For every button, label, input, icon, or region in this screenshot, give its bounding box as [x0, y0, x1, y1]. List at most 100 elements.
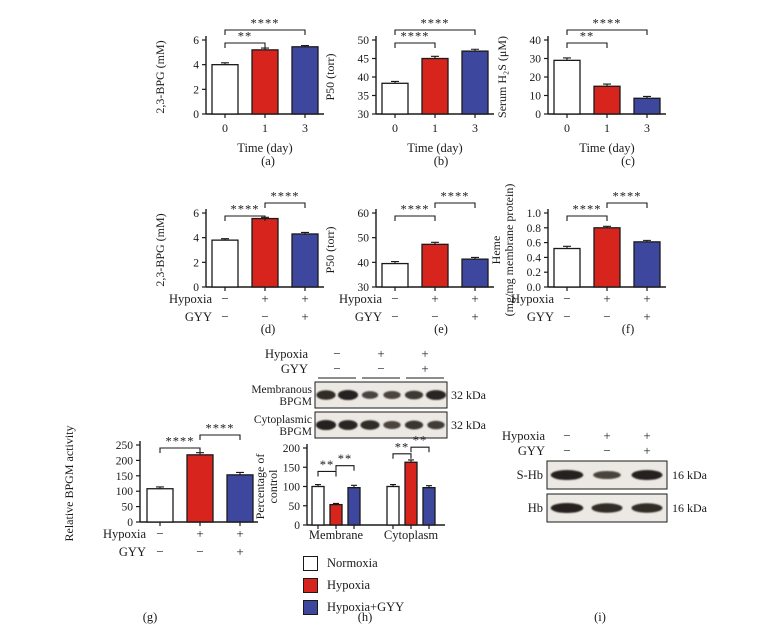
- significance-label: ****: [251, 17, 280, 31]
- condition-label: GYY: [281, 362, 308, 376]
- condition-symbol: +: [643, 309, 650, 324]
- legend-label-normoxia: Normoxia: [327, 556, 378, 570]
- error-bar: [563, 57, 571, 61]
- molecular-weight-label: 32 kDa: [451, 418, 487, 432]
- x-tick-label: 0: [222, 121, 228, 135]
- error-bar: [301, 231, 309, 234]
- condition-symbol: +: [643, 291, 650, 306]
- chart-svg-1: 30 35 40 45 50 P50 (torr) 0 1 3 Time (day) *******…: [323, 17, 494, 155]
- condition-symbol: −: [563, 309, 570, 324]
- condition-symbol: +: [236, 544, 243, 559]
- bar-white: [311, 485, 325, 526]
- bar-blue: [633, 97, 661, 115]
- y-axis-title: 2,3-BPG (mM): [153, 213, 167, 286]
- blot-row-label: S-Hb: [517, 468, 543, 482]
- y-tick-label: 200: [283, 443, 301, 455]
- condition-symbol: −: [156, 526, 163, 541]
- x-axis-title: Time (day): [237, 141, 292, 155]
- condition-symbol: −: [221, 291, 228, 306]
- protein-band: [427, 420, 445, 430]
- x-tick-label: 1: [262, 121, 268, 135]
- error-bar: [236, 471, 244, 475]
- protein-band: [361, 391, 379, 399]
- panel-b-chart: 30 35 40 45 50 P50 (torr) 0 1 3 Time (day) **** ***…: [318, 10, 503, 182]
- y-tick-label: 150: [283, 462, 301, 474]
- y-tick-label: 50: [289, 501, 301, 513]
- molecular-weight-label: 16 kDa: [672, 501, 708, 515]
- panel-g-chart: 0 50 100 150 200 250 Relative BPGM activity Hyp…: [55, 422, 270, 632]
- y-tick-label: 40: [530, 35, 542, 47]
- condition-symbol: −: [156, 544, 163, 559]
- panel-label-e: (e): [434, 322, 448, 336]
- significance-bracket: [394, 29, 476, 35]
- y-tick-label: 35: [358, 91, 370, 103]
- condition-label: Hypoxia: [265, 347, 309, 361]
- protein-band: [550, 469, 584, 481]
- error-bar: [408, 459, 414, 463]
- bar-red: [251, 217, 279, 288]
- error-bar: [426, 485, 432, 488]
- panel-label-h: (h): [357, 610, 373, 624]
- significance-bracket: [264, 202, 306, 208]
- condition-symbol: +: [301, 309, 308, 324]
- significance-bracket: [224, 215, 266, 221]
- error-bar: [643, 239, 651, 242]
- significance-label: ****: [441, 190, 470, 204]
- y-tick-label: 0.4: [527, 252, 542, 264]
- condition-symbol: −: [333, 361, 340, 376]
- panel-h-chart: 0 50 100 150 200 Percentage ofcontrol Membrane…: [240, 434, 490, 560]
- protein-band: [338, 420, 358, 430]
- significance-bracket: [159, 447, 201, 453]
- error-bar: [603, 83, 611, 87]
- bar-white: [381, 262, 409, 288]
- protein-band: [360, 420, 380, 430]
- protein-band: [631, 503, 663, 513]
- significance-label: ****: [401, 203, 430, 217]
- error-bar: [333, 502, 339, 505]
- condition-symbol: +: [603, 291, 610, 306]
- condition-symbol: +: [643, 443, 650, 458]
- condition-label: GYY: [185, 310, 212, 324]
- error-bar: [301, 45, 309, 47]
- y-tick-label: 60: [358, 208, 370, 220]
- significance-label: ****: [271, 190, 300, 204]
- y-tick-label: 250: [116, 440, 134, 452]
- bar-red: [421, 57, 449, 115]
- molecular-weight-label: 16 kDa: [672, 468, 708, 482]
- condition-symbol: +: [643, 428, 650, 443]
- y-tick-label: 0.0: [527, 282, 542, 294]
- y-tick-label: 50: [358, 233, 370, 245]
- condition-symbol: +: [471, 291, 478, 306]
- y-tick-label: 20: [530, 72, 542, 84]
- hypoxia-swatch: [303, 578, 318, 593]
- y-tick-label: 10: [530, 91, 542, 103]
- condition-symbol: −: [391, 309, 398, 324]
- y-tick-label: 0.2: [527, 267, 542, 279]
- condition-symbol: −: [196, 544, 203, 559]
- significance-label: **: [238, 30, 253, 44]
- error-bar: [471, 48, 479, 52]
- x-tick-label: 0: [564, 121, 570, 135]
- significance-label: ****: [573, 203, 602, 217]
- protein-band: [593, 471, 621, 479]
- error-bar: [471, 256, 479, 260]
- error-bar: [221, 62, 229, 65]
- significance-bracket: [317, 470, 337, 477]
- y-tick-label: 30: [358, 282, 370, 294]
- significance-bracket: [410, 446, 430, 453]
- significance-label: ****: [401, 30, 430, 44]
- condition-symbol: +: [603, 428, 610, 443]
- error-bar: [261, 47, 269, 50]
- condition-symbol: +: [431, 291, 438, 306]
- y-axis-title: P50 (torr): [323, 227, 337, 274]
- panel-a-chart: 0 2 4 6 2,3-BPG (mM) 0 1 3 Time (day) ** ****: [148, 10, 333, 182]
- significance-label: ****: [166, 435, 195, 449]
- molecular-weight-label: 32 kDa: [451, 388, 487, 402]
- bar-blue: [291, 233, 319, 288]
- bar-white: [553, 247, 581, 288]
- y-axis-title: 2,3-BPG (mM): [153, 40, 167, 113]
- y-tick-label: 45: [358, 54, 370, 66]
